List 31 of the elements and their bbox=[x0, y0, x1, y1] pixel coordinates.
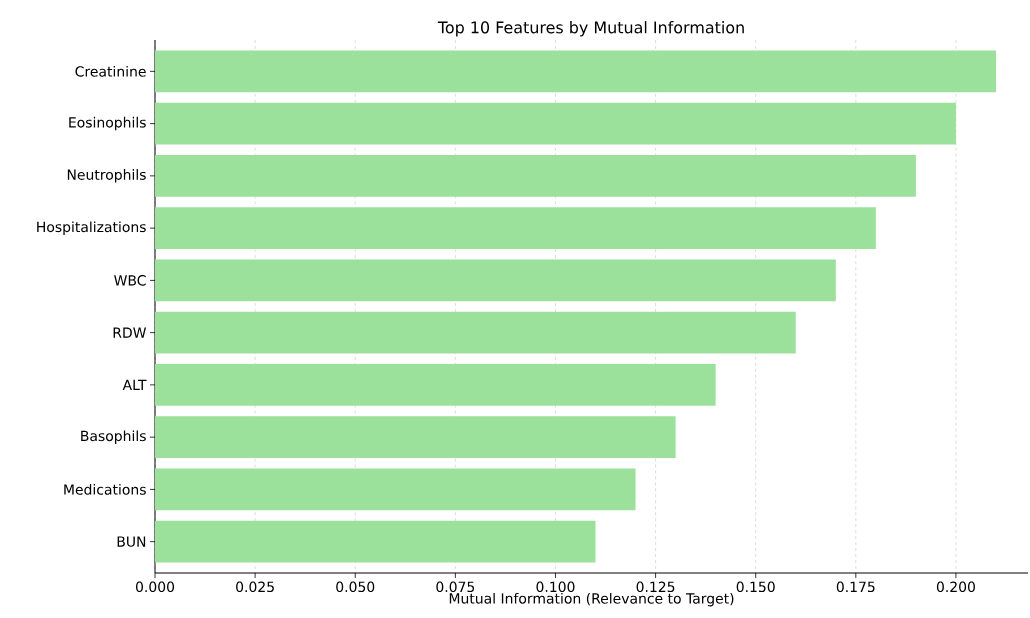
y-tick-label: ALT bbox=[122, 379, 147, 390]
bar bbox=[155, 363, 716, 406]
y-tick-label: Basophils bbox=[81, 430, 146, 444]
y-tick-label: Neutrophils bbox=[67, 169, 146, 183]
y-tick-label: Eosinophils bbox=[69, 116, 146, 131]
y-tick-label: WBC bbox=[114, 275, 146, 286]
chart-title: Top 10 Features by Mutual Information bbox=[437, 21, 744, 37]
bar bbox=[155, 102, 956, 145]
bar bbox=[155, 520, 596, 563]
x-tick-label: 0.175 bbox=[836, 581, 875, 593]
bar bbox=[155, 207, 876, 250]
x-tick-label: 0.050 bbox=[336, 581, 375, 593]
x-tick-label: 0.100 bbox=[536, 581, 575, 593]
y-tick-label: Medications bbox=[64, 484, 146, 495]
bar bbox=[155, 259, 836, 302]
x-tick-label: 0.200 bbox=[936, 581, 975, 593]
y-tick-label: BUN bbox=[117, 536, 146, 547]
x-tick-label: 0.150 bbox=[736, 581, 775, 593]
x-tick-label: 0.125 bbox=[636, 581, 675, 593]
y-tick-label: Creatinine bbox=[75, 65, 146, 77]
bar bbox=[155, 154, 916, 197]
bar bbox=[155, 50, 996, 93]
x-tick-label: 0.025 bbox=[236, 581, 274, 593]
bar bbox=[155, 311, 796, 354]
x-tick-label: 0.000 bbox=[135, 581, 175, 593]
x-axis-title: Mutual Information (Relevance to Target) bbox=[449, 592, 734, 607]
x-tick-label: 0.075 bbox=[436, 581, 475, 593]
y-tick-label: RDW bbox=[113, 327, 147, 338]
bar bbox=[155, 468, 636, 511]
bar bbox=[155, 416, 676, 459]
y-tick-label: Hospitalizations bbox=[37, 221, 146, 235]
